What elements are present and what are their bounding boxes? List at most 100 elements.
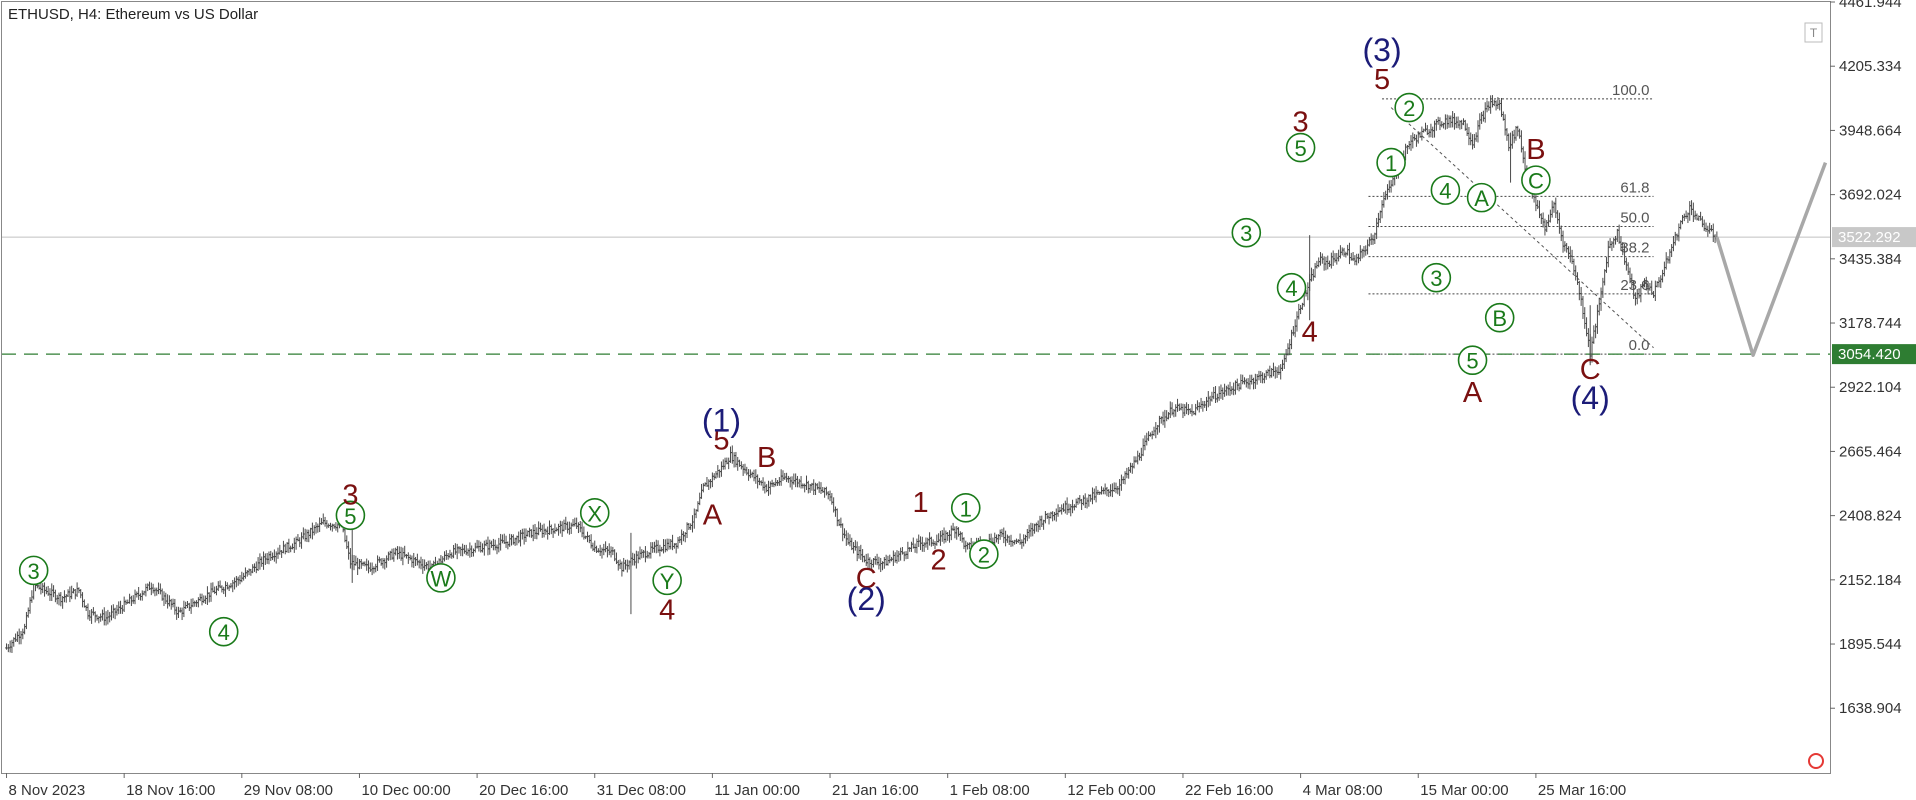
wave-label: 4 xyxy=(1430,175,1461,205)
wave-label-circle xyxy=(1421,262,1452,293)
current-price-box xyxy=(1832,227,1916,248)
wave-label: (2) xyxy=(847,581,886,617)
wave-label: A xyxy=(703,499,723,531)
wave-label-text: 5 xyxy=(1374,64,1390,96)
wave-label: (3) xyxy=(1362,32,1401,68)
wave-label-text: C xyxy=(1528,169,1544,194)
wave-label: (4) xyxy=(1571,380,1610,416)
wave-label-text: 4 xyxy=(659,594,675,626)
wave-label-text: A xyxy=(1474,186,1489,211)
wave-label: B xyxy=(1526,134,1545,166)
fib-level-label: 100.0 xyxy=(1612,82,1650,99)
x-tick-label: 10 Dec 00:00 xyxy=(361,782,450,799)
wave-label: Y xyxy=(652,565,682,596)
x-tick-label: 4 Mar 08:00 xyxy=(1303,782,1383,799)
y-tick-label: 3948.664 xyxy=(1839,122,1902,139)
wave-labels: 3453WXY4A5(1)BC(2)121234534(3)52143AB5AC… xyxy=(18,32,1610,647)
wave-label-text: 2 xyxy=(931,544,947,576)
x-tick-label: 29 Nov 08:00 xyxy=(244,782,333,799)
wave-label-text: (2) xyxy=(847,581,886,617)
wave-label-text: (1) xyxy=(702,402,741,438)
wave-label: C xyxy=(856,563,877,595)
x-tick-label: 1 Feb 08:00 xyxy=(950,782,1030,799)
support-price-label: 3054.420 xyxy=(1838,346,1901,363)
wave-label-text: 2 xyxy=(978,543,990,568)
wave-label-text: 5 xyxy=(713,424,729,456)
fib-level-label: 38.2 xyxy=(1620,240,1649,257)
wave-label-text: 4 xyxy=(1302,317,1318,349)
wave-label: 1 xyxy=(1376,147,1406,178)
y-tick-label: 2408.824 xyxy=(1839,508,1902,525)
wave-label: 5 xyxy=(713,424,729,456)
wave-label-circle xyxy=(969,539,999,569)
wave-label-text: 3 xyxy=(28,559,40,584)
wave-label-circle xyxy=(1457,345,1488,376)
wave-label: 2 xyxy=(969,539,999,569)
wave-label-text: 5 xyxy=(344,504,356,529)
wave-label-circle xyxy=(1466,182,1497,213)
wave-label: 5 xyxy=(1457,345,1488,376)
wave-label-text: A xyxy=(1463,377,1483,409)
wave-label: 2 xyxy=(931,544,947,576)
wave-label-text: 4 xyxy=(1285,276,1297,301)
forecast-path xyxy=(1715,161,1828,357)
wave-label-text: 3 xyxy=(1240,221,1252,246)
y-tick-label: 3178.744 xyxy=(1839,315,1902,332)
wave-label-text: X xyxy=(587,501,602,526)
current-price-label: 3522.292 xyxy=(1838,229,1901,246)
fib-level-label: 0.0 xyxy=(1629,337,1650,354)
wave-label: 4 xyxy=(208,616,239,647)
wave-label: 4 xyxy=(1276,272,1307,303)
support-price-box xyxy=(1832,344,1916,365)
wave-label-text: C xyxy=(1580,354,1601,386)
template-icon[interactable]: T xyxy=(1804,22,1823,43)
wave-label-circle xyxy=(1231,217,1262,248)
wave-label-circle xyxy=(1285,132,1316,163)
y-tick-label: 3435.384 xyxy=(1839,251,1902,268)
price-lines: 3054.420 3522.292 xyxy=(2,227,1916,365)
wave-label-text: 3 xyxy=(1430,266,1442,291)
chart-title: ETHUSD, H4: Ethereum vs US Dollar xyxy=(8,6,258,23)
wave-label-text: Y xyxy=(660,569,675,594)
wave-label-circle xyxy=(1394,92,1424,123)
wave-label-text: 1 xyxy=(1385,151,1397,176)
y-tick-label: 2665.464 xyxy=(1839,443,1902,460)
fib-levels: 100.0 61.8 50.0 38.2 23.6 0.0 xyxy=(1368,82,1654,355)
x-tick-label: 22 Feb 16:00 xyxy=(1185,782,1273,799)
forecast-line xyxy=(1715,161,1828,357)
wave-label: X xyxy=(579,498,610,528)
wave-label-circle xyxy=(1276,272,1307,303)
wave-label: A xyxy=(1466,182,1497,213)
wave-label-circle xyxy=(1484,302,1515,333)
wave-label: 5 xyxy=(335,500,366,531)
wave-label-circle xyxy=(1521,165,1551,195)
wave-label: 3 xyxy=(18,555,49,586)
wave-label: 3 xyxy=(1293,107,1309,139)
wave-label-circle xyxy=(950,493,981,523)
wave-label-circle xyxy=(208,616,239,647)
wave-label: 3 xyxy=(1421,262,1452,293)
wave-label-text: 3 xyxy=(1293,107,1309,139)
wave-label-text: 1 xyxy=(960,496,972,521)
wave-label: 4 xyxy=(659,594,675,626)
wave-label-text: B xyxy=(1526,134,1545,166)
svg-text:T: T xyxy=(1810,26,1818,40)
fib-level-label: 23.6 xyxy=(1620,277,1649,294)
y-tick-label: 3692.024 xyxy=(1839,187,1902,204)
wave-label-text: C xyxy=(856,563,877,595)
wave-label-text: B xyxy=(757,442,776,474)
fib-level-label: 50.0 xyxy=(1620,209,1649,226)
one-click-trading-icon[interactable] xyxy=(1808,753,1824,769)
y-tick-label: 1895.544 xyxy=(1839,636,1902,653)
y-tick-label: 2922.104 xyxy=(1839,379,1902,396)
plot-area xyxy=(1,1,1831,774)
wave-label-circle xyxy=(1430,175,1461,205)
wave-label-circle xyxy=(335,500,366,531)
x-tick-label: 18 Nov 16:00 xyxy=(126,782,215,799)
wave-label: W xyxy=(426,563,456,593)
x-tick-label: 21 Jan 16:00 xyxy=(832,782,919,799)
wave-label: 1 xyxy=(950,493,981,523)
wave-label-text: W xyxy=(431,566,452,591)
wave-label: C xyxy=(1521,165,1551,195)
wave-label: (1) xyxy=(702,402,741,438)
